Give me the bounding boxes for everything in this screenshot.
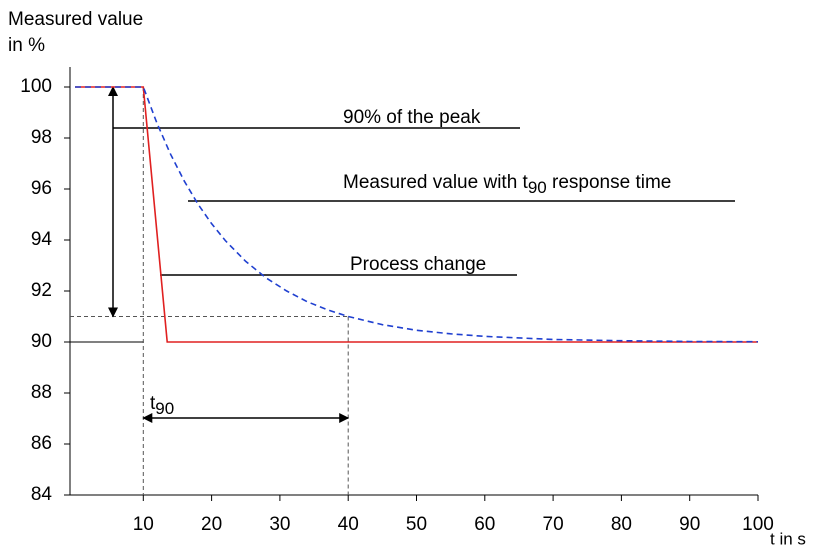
y-tick-label: 90: [31, 331, 52, 352]
series-line: [75, 86, 759, 343]
y-tick-label: 84: [31, 484, 53, 505]
x-tick-label: 50: [406, 514, 427, 535]
x-tick-label: 80: [611, 514, 632, 535]
y-tick-label: 96: [31, 178, 52, 199]
x-tick-label: 60: [474, 514, 495, 535]
annotation: t90: [150, 393, 174, 418]
y-tick-label: 98: [31, 127, 52, 148]
x-tick-label: 40: [338, 514, 359, 535]
x-axis-label: t in s: [770, 529, 806, 548]
x-tick-label: 30: [269, 514, 290, 535]
x-tick-label: 100: [742, 514, 774, 535]
y-axis-unit: in %: [8, 35, 45, 56]
y-axis-label: Measured value: [8, 9, 143, 30]
y-tick-label: 92: [31, 280, 52, 301]
x-tick-label: 10: [133, 514, 154, 535]
annotation: Measured value with t90 response time: [343, 172, 671, 197]
annotation: 90% of the peak: [343, 107, 481, 128]
y-tick-label: 94: [31, 229, 53, 250]
y-tick-label: 88: [31, 382, 52, 403]
x-tick-label: 20: [201, 514, 222, 535]
x-tick-label: 90: [679, 514, 700, 535]
y-tick-label: 86: [31, 433, 52, 454]
y-tick-label: 100: [20, 76, 52, 97]
x-tick-label: 70: [543, 514, 564, 535]
annotation: Process change: [350, 254, 486, 275]
